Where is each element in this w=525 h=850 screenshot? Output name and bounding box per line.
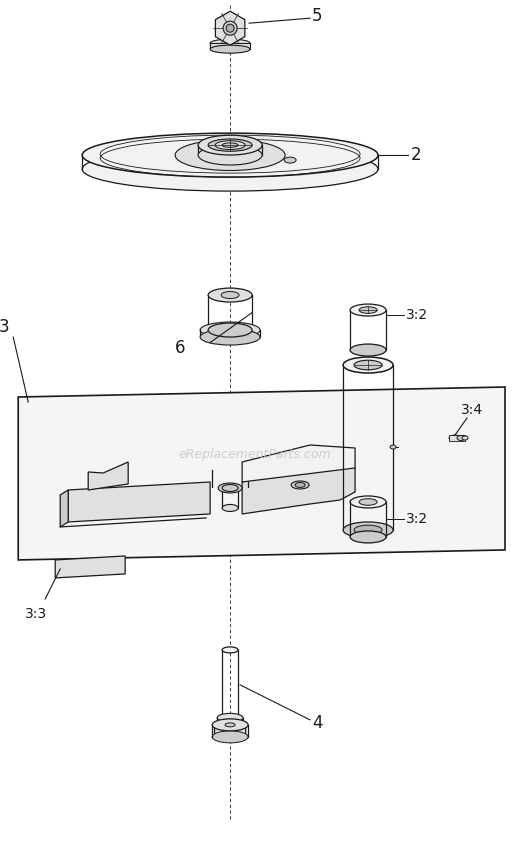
Ellipse shape bbox=[210, 45, 250, 54]
Text: 2: 2 bbox=[411, 146, 422, 164]
Ellipse shape bbox=[212, 731, 248, 743]
Ellipse shape bbox=[200, 322, 260, 338]
Text: eReplacementParts.com: eReplacementParts.com bbox=[179, 449, 331, 462]
Ellipse shape bbox=[200, 329, 260, 345]
Text: 3:4: 3:4 bbox=[461, 403, 483, 417]
Ellipse shape bbox=[175, 139, 285, 171]
Ellipse shape bbox=[359, 307, 377, 314]
Ellipse shape bbox=[222, 143, 238, 147]
Ellipse shape bbox=[354, 360, 382, 370]
Ellipse shape bbox=[462, 436, 468, 440]
Text: 3:3: 3:3 bbox=[25, 607, 47, 620]
Ellipse shape bbox=[457, 435, 465, 440]
Ellipse shape bbox=[350, 531, 386, 543]
Bar bbox=[449, 435, 465, 441]
Ellipse shape bbox=[223, 485, 237, 491]
Ellipse shape bbox=[343, 522, 393, 538]
Polygon shape bbox=[55, 556, 125, 578]
Ellipse shape bbox=[291, 481, 309, 489]
Text: 3: 3 bbox=[0, 318, 9, 336]
Ellipse shape bbox=[226, 24, 234, 32]
Ellipse shape bbox=[350, 344, 386, 356]
Bar bbox=[210, 43, 250, 49]
Polygon shape bbox=[215, 722, 246, 740]
Polygon shape bbox=[88, 462, 128, 490]
Ellipse shape bbox=[208, 323, 252, 337]
Ellipse shape bbox=[222, 647, 238, 653]
Ellipse shape bbox=[217, 719, 243, 728]
Ellipse shape bbox=[82, 133, 378, 177]
Polygon shape bbox=[215, 11, 245, 45]
Ellipse shape bbox=[350, 304, 386, 316]
Ellipse shape bbox=[222, 504, 238, 512]
Polygon shape bbox=[242, 460, 355, 514]
Ellipse shape bbox=[218, 483, 242, 493]
Text: 3:2: 3:2 bbox=[406, 512, 428, 526]
Text: 4: 4 bbox=[312, 714, 322, 732]
Ellipse shape bbox=[222, 717, 238, 722]
Ellipse shape bbox=[222, 484, 238, 491]
Ellipse shape bbox=[225, 722, 235, 727]
Ellipse shape bbox=[215, 141, 245, 150]
Ellipse shape bbox=[198, 135, 262, 155]
Polygon shape bbox=[60, 490, 68, 527]
Text: 5: 5 bbox=[312, 7, 322, 26]
Ellipse shape bbox=[82, 147, 378, 191]
Ellipse shape bbox=[221, 292, 239, 298]
Ellipse shape bbox=[198, 145, 262, 165]
Ellipse shape bbox=[223, 21, 237, 35]
Ellipse shape bbox=[217, 713, 243, 722]
Polygon shape bbox=[242, 445, 355, 482]
Ellipse shape bbox=[449, 435, 461, 441]
Ellipse shape bbox=[343, 357, 393, 373]
Ellipse shape bbox=[212, 719, 248, 731]
Ellipse shape bbox=[359, 499, 377, 505]
Ellipse shape bbox=[284, 157, 296, 163]
Ellipse shape bbox=[350, 496, 386, 508]
Ellipse shape bbox=[210, 39, 250, 47]
Ellipse shape bbox=[208, 139, 252, 151]
Polygon shape bbox=[18, 387, 505, 560]
Text: 6: 6 bbox=[175, 338, 186, 356]
Ellipse shape bbox=[354, 525, 382, 535]
Ellipse shape bbox=[390, 445, 396, 449]
Ellipse shape bbox=[295, 483, 305, 487]
Polygon shape bbox=[68, 482, 210, 522]
Text: 3:2: 3:2 bbox=[406, 308, 428, 322]
Ellipse shape bbox=[208, 288, 252, 302]
